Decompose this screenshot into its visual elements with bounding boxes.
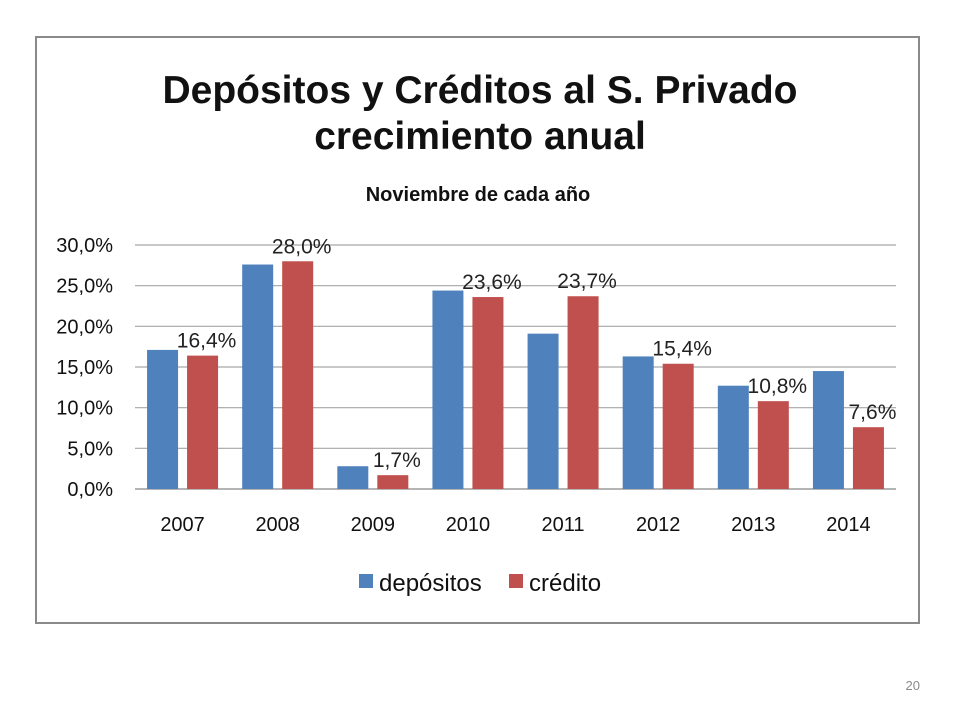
bar-credito [567, 296, 599, 489]
y-axis-ticks: 0,0% 5,0% 10,0% 15,0% 20,0% 25,0% 30,0% [56, 235, 113, 501]
chart-subtitle: Noviembre de cada año [365, 184, 591, 206]
bar-depositos [432, 290, 464, 489]
legend-label: crédito [529, 570, 601, 597]
bar-credito [472, 297, 504, 489]
bar-credito [377, 475, 409, 489]
data-label: 23,7% [557, 270, 617, 293]
x-tick-label: 2007 [160, 514, 205, 536]
y-tick-label: 30,0% [56, 235, 113, 257]
slide-number: 20 [905, 678, 920, 693]
legend-swatch [509, 574, 523, 588]
bar-depositos [147, 349, 179, 489]
data-label: 23,6% [462, 271, 522, 294]
x-tick-label: 2013 [731, 514, 776, 536]
x-tick-label: 2012 [636, 514, 681, 536]
y-tick-label: 10,0% [56, 398, 113, 420]
bar-depositos [242, 264, 274, 489]
data-label: 7,6% [849, 401, 897, 424]
data-label: 1,7% [373, 449, 421, 472]
bar-credito [757, 401, 789, 489]
y-tick-label: 15,0% [56, 357, 113, 379]
bar-credito [662, 363, 694, 489]
data-label: 10,8% [748, 375, 808, 398]
chart-title-line1: Depósitos y Créditos al S. Privado [162, 69, 798, 112]
y-tick-label: 20,0% [56, 316, 113, 338]
data-label: 28,0% [272, 235, 332, 258]
data-labels: 16,4% 28,0% 1,7% 23,6% 23,7% 15,4% 10,8% 7,6% [177, 235, 897, 472]
legend-swatch [359, 574, 373, 588]
bar-credito [282, 261, 314, 489]
y-tick-label: 5,0% [67, 438, 113, 460]
x-tick-label: 2008 [255, 514, 300, 536]
data-label: 15,4% [652, 338, 712, 361]
y-tick-label: 0,0% [67, 479, 113, 501]
y-tick-label: 25,0% [56, 276, 113, 298]
data-label: 16,4% [177, 330, 237, 353]
bar-depositos [622, 356, 654, 489]
bars [147, 261, 884, 489]
x-tick-label: 2011 [542, 514, 585, 536]
x-tick-label: 2010 [446, 514, 491, 536]
bar-depositos [527, 333, 559, 489]
x-tick-label: 2014 [826, 514, 871, 536]
legend: depósitos crédito [359, 570, 601, 597]
bar-depositos [717, 385, 749, 489]
bar-credito [187, 355, 219, 489]
bar-depositos [337, 466, 369, 489]
bar-credito [852, 427, 884, 489]
x-axis-ticks: 2007 2008 2009 2010 2011 2012 2013 2014 [160, 514, 870, 536]
chart-title: Depósitos y Créditos al S. Privado creci… [0, 68, 960, 160]
chart-title-line2: crecimiento anual [314, 115, 646, 158]
bar-depositos [812, 371, 844, 489]
legend-label: depósitos [379, 570, 482, 597]
x-tick-label: 2009 [351, 514, 396, 536]
